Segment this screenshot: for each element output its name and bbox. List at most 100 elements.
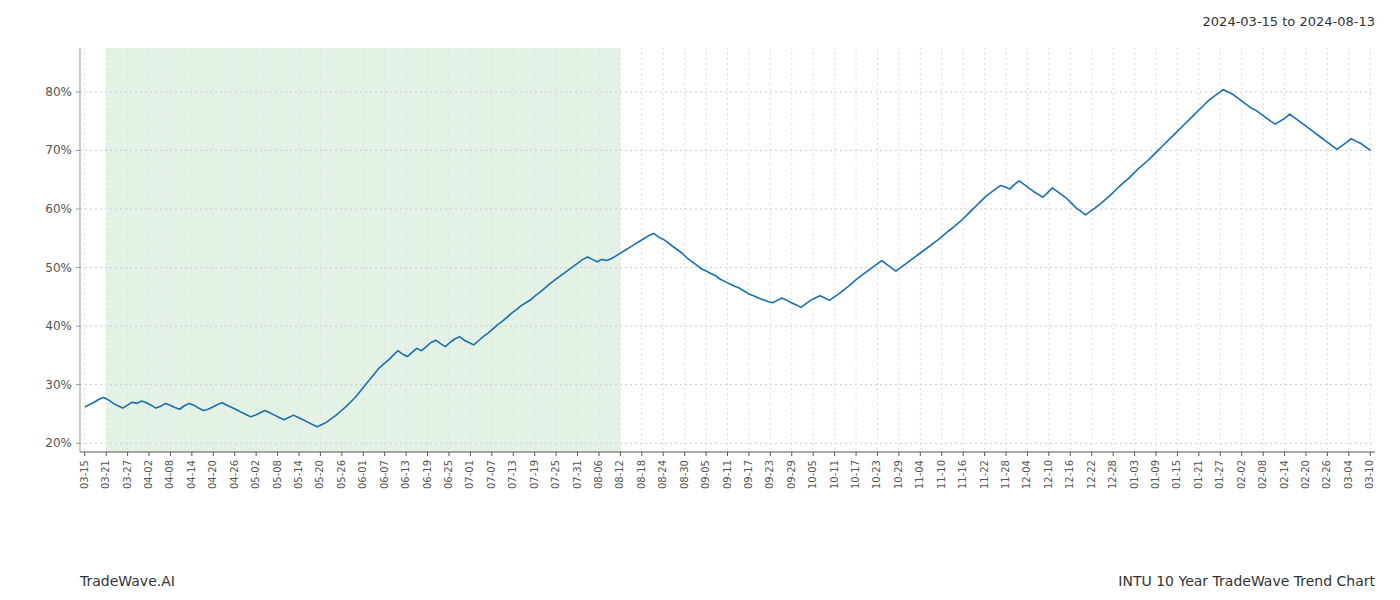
x-tick-label: 07-19: [529, 460, 540, 489]
grid-line-x: [277, 48, 278, 452]
x-tick-label: 01-03: [1129, 460, 1140, 489]
x-tick: [727, 452, 728, 456]
grid-line-x: [791, 48, 792, 452]
grid-line-x: [1070, 48, 1071, 452]
x-tick: [1348, 452, 1349, 456]
grid-line-x: [813, 48, 814, 452]
grid-line-x: [470, 48, 471, 452]
grid-line-x: [1156, 48, 1157, 452]
x-tick-label: 08-06: [593, 460, 604, 489]
x-tick: [641, 452, 642, 456]
grid-line-x: [363, 48, 364, 452]
x-tick: [1027, 452, 1028, 456]
y-tick: [76, 384, 80, 385]
x-tick: [1070, 452, 1071, 456]
grid-line-y: [80, 326, 1375, 327]
x-tick-label: 06-25: [443, 460, 454, 489]
x-tick: [513, 452, 514, 456]
x-tick-label: 08-30: [679, 460, 690, 489]
grid-line-x: [1327, 48, 1328, 452]
footer-right: INTU 10 Year TradeWave Trend Chart: [1118, 573, 1375, 589]
grid-line-x: [1177, 48, 1178, 452]
grid-line-x: [748, 48, 749, 452]
grid-line-x: [898, 48, 899, 452]
x-tick-label: 09-29: [786, 460, 797, 489]
y-tick: [76, 267, 80, 268]
x-tick-label: 07-13: [507, 460, 518, 489]
grid-line-x: [406, 48, 407, 452]
x-tick-label: 01-21: [1193, 460, 1204, 489]
x-tick-label: 10-29: [893, 460, 904, 489]
grid-line-x: [1220, 48, 1221, 452]
x-tick: [856, 452, 857, 456]
x-tick-label: 02-02: [1236, 460, 1247, 489]
grid-line-x: [1305, 48, 1306, 452]
grid-line-x: [556, 48, 557, 452]
x-tick-label: 03-10: [1364, 460, 1375, 489]
x-tick-label: 05-20: [314, 460, 325, 489]
grid-line-x: [320, 48, 321, 452]
x-tick-label: 06-07: [379, 460, 390, 489]
grid-line-x: [920, 48, 921, 452]
x-tick: [191, 452, 192, 456]
x-tick-label: 12-16: [1064, 460, 1075, 489]
grid: [80, 48, 1375, 452]
x-tick: [1198, 452, 1199, 456]
x-tick-label: 10-11: [829, 460, 840, 489]
grid-line-x: [1048, 48, 1049, 452]
x-tick-label: 03-15: [79, 460, 90, 489]
x-tick-label: 01-15: [1171, 460, 1182, 489]
grid-line-y: [80, 91, 1375, 92]
x-tick: [1305, 452, 1306, 456]
x-tick-label: 11-28: [1000, 460, 1011, 489]
x-tick-label: 11-16: [957, 460, 968, 489]
x-tick-label: 01-27: [1214, 460, 1225, 489]
x-tick: [106, 452, 107, 456]
x-tick-label: 10-23: [871, 460, 882, 489]
x-tick: [620, 452, 621, 456]
y-tick-label: 80%: [45, 85, 72, 99]
x-tick-label: 12-04: [1021, 460, 1032, 489]
x-tick: [1241, 452, 1242, 456]
x-tick: [363, 452, 364, 456]
grid-line-x: [1091, 48, 1092, 452]
grid-line-x: [963, 48, 964, 452]
y-tick-label: 20%: [45, 436, 72, 450]
x-tick-label: 07-25: [550, 460, 561, 489]
x-tick: [298, 452, 299, 456]
grid-line-x: [234, 48, 235, 452]
x-tick: [813, 452, 814, 456]
x-tick: [406, 452, 407, 456]
grid-line-x: [427, 48, 428, 452]
y-tick-label: 50%: [45, 261, 72, 275]
x-tick-label: 04-14: [186, 460, 197, 489]
series: [85, 90, 1371, 427]
x-tick-label: 12-10: [1043, 460, 1054, 489]
x-axis: 03-1503-2103-2704-0204-0804-1404-2004-26…: [79, 452, 1376, 489]
y-tick: [76, 150, 80, 151]
grid-line-x: [641, 48, 642, 452]
x-tick-label: 10-17: [850, 460, 861, 489]
x-tick: [1284, 452, 1285, 456]
x-tick-label: 04-08: [164, 460, 175, 489]
title: 2024-03-15 to 2024-08-13: [1203, 14, 1375, 29]
y-tick-label: 30%: [45, 378, 72, 392]
grid-line-x: [127, 48, 128, 452]
grid-line-x: [170, 48, 171, 452]
grid-line-x: [663, 48, 664, 452]
x-tick: [534, 452, 535, 456]
x-tick-label: 05-14: [293, 460, 304, 489]
grid-line-x: [298, 48, 299, 452]
x-tick: [1327, 452, 1328, 456]
grid-line-x: [1027, 48, 1028, 452]
x-tick: [149, 452, 150, 456]
y-tick: [76, 443, 80, 444]
x-tick: [1048, 452, 1049, 456]
trend-line: [85, 90, 1371, 427]
grid-line-x: [341, 48, 342, 452]
grid-line-x: [1006, 48, 1007, 452]
chart: 20%30%40%50%60%70%80%03-1503-2103-2704-0…: [0, 0, 1400, 600]
x-tick: [448, 452, 449, 456]
y-tick-label: 40%: [45, 319, 72, 333]
grid-line-x: [598, 48, 599, 452]
